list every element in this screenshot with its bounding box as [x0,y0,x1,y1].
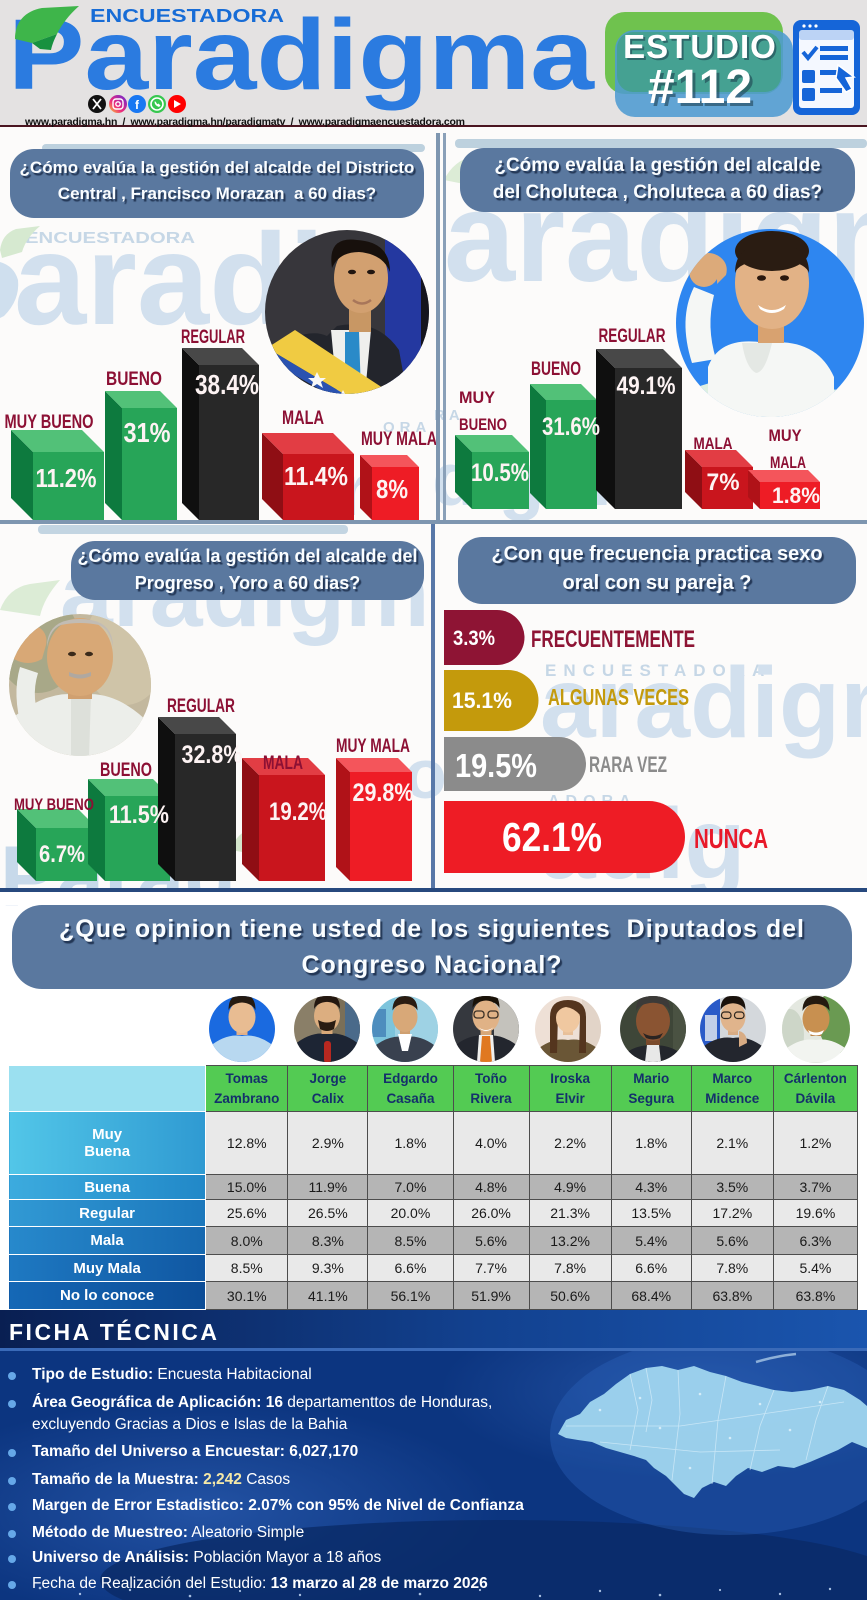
svg-text:#112: #112 [648,61,752,114]
svg-text:MUY BUENO: MUY BUENO [14,795,94,814]
svg-text:19.2%: 19.2% [269,798,327,826]
svg-text:ENCUESTADORA: ENCUESTADORA [25,230,196,247]
svg-text:BUENO: BUENO [459,415,507,434]
svg-text:RA: RA [434,407,464,424]
svg-text:ALGUNAS VECES: ALGUNAS VECES [548,684,689,710]
svg-text:REGULAR: REGULAR [599,326,666,347]
svg-text:REGULAR: REGULAR [167,696,235,717]
svg-text:ENCUESTADORA: ENCUESTADORA [545,661,771,680]
svg-text:62.1%: 62.1% [502,814,602,860]
svg-text:BUENO: BUENO [106,369,162,390]
svg-text:7%: 7% [707,469,740,496]
svg-text:BUENO: BUENO [531,359,581,380]
svg-text:RARA VEZ: RARA VEZ [589,752,667,777]
svg-text:11.4%: 11.4% [284,461,348,491]
svg-text:www.paradigma.hn / www.parad: www.paradigma.hn / www.paradigma.hn/para… [24,116,465,127]
svg-text:aradigm: aradigm [540,647,867,759]
svg-text:11.2%: 11.2% [36,463,97,493]
svg-text:ESTUDIO: ESTUDIO [623,28,777,65]
svg-text:MUY MALA: MUY MALA [361,429,437,450]
svg-text:#112: #112 [651,64,755,117]
svg-text:MUY MALA: MUY MALA [336,736,410,757]
svg-text:MALA: MALA [282,408,324,429]
svg-text:29.8%: 29.8% [353,779,414,807]
svg-text:f: f [135,98,140,112]
svg-text:31.6%: 31.6% [542,413,600,441]
svg-text:1.8%: 1.8% [772,483,820,508]
svg-text:ENCUESTADORA: ENCUESTADORA [90,6,284,26]
svg-text:MUY: MUY [459,388,496,407]
svg-text:ORA: ORA [383,419,431,436]
svg-text:19.5%: 19.5% [455,747,537,784]
svg-text:FRECUENTEMENTE: FRECUENTEMENTE [531,626,695,653]
svg-text:Paradigma: Paradigma [8,0,596,111]
svg-text:MALA: MALA [694,434,733,453]
svg-text:11.5%: 11.5% [109,801,169,829]
svg-text:15.1%: 15.1% [452,688,512,713]
svg-text:BUENO: BUENO [100,760,152,781]
svg-text:31%: 31% [124,417,171,448]
svg-text:8%: 8% [376,474,408,504]
svg-text:10.5%: 10.5% [471,459,529,487]
svg-text:MALA: MALA [263,753,303,774]
svg-text:REGULAR: REGULAR [181,327,245,348]
svg-text:49.1%: 49.1% [617,372,676,400]
svg-text:MUY BUENO: MUY BUENO [5,412,94,433]
svg-text:3.3%: 3.3% [453,627,495,650]
svg-text:6.7%: 6.7% [39,841,85,868]
svg-text:MUY: MUY [769,426,803,445]
svg-text:38.4%: 38.4% [195,369,259,400]
svg-text:ESTUDIO: ESTUDIO [625,30,779,67]
svg-text:32.8%: 32.8% [182,741,243,769]
svg-text:MALA: MALA [770,453,806,472]
svg-text:NUNCA: NUNCA [694,823,768,854]
